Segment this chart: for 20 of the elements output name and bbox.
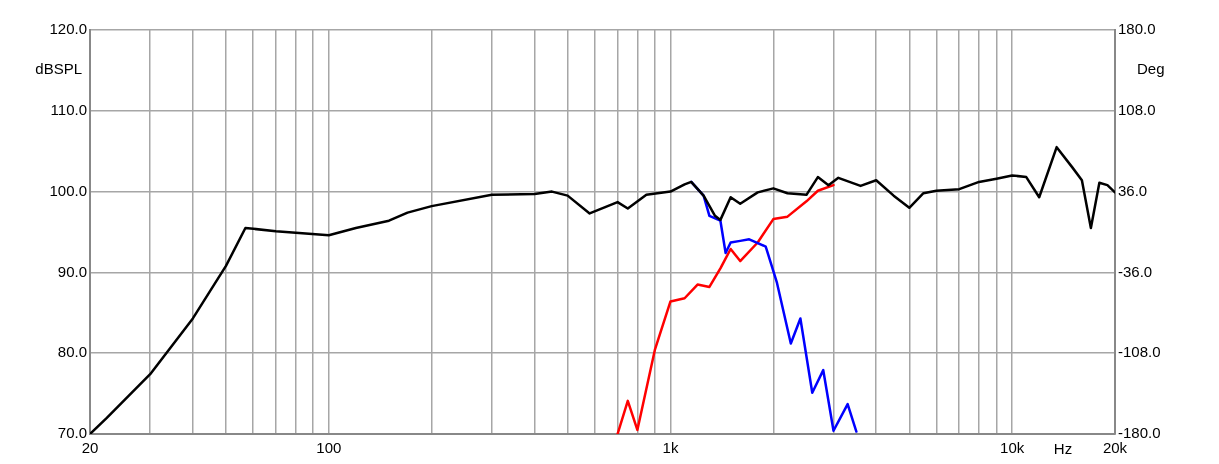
- y-axis-title: dBSPL: [35, 60, 82, 78]
- x-tick-label: 20k: [1102, 439, 1128, 457]
- x-tick-label: 1k: [662, 439, 679, 457]
- y-tick-label: 90.0: [57, 262, 87, 280]
- y-tick-label: 80.0: [57, 343, 87, 361]
- y2-tick-label: 36.0: [1118, 181, 1148, 199]
- y2-tick-label: -108.0: [1118, 343, 1161, 361]
- x-tick-label: 20: [81, 439, 99, 457]
- y2-axis-title: Deg: [1137, 60, 1165, 78]
- x-tick-label: 10k: [1000, 439, 1025, 457]
- y2-tick-label: 108.0: [1118, 100, 1156, 118]
- y2-tick-label: 180.0: [1118, 20, 1156, 38]
- x-tick-label: 100: [316, 439, 342, 457]
- y2-tick-label: -180.0: [1118, 424, 1161, 442]
- y-tick-label: 120.0: [49, 20, 87, 38]
- x-axis-title: Hz: [1053, 440, 1073, 458]
- y-tick-label: 110.0: [50, 100, 87, 118]
- y-tick-label: 100.0: [49, 181, 87, 199]
- y2-tick-label: -36.0: [1118, 262, 1153, 280]
- y-tick-label: 70.0: [57, 424, 87, 442]
